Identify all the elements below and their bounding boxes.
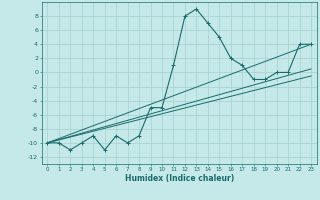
X-axis label: Humidex (Indice chaleur): Humidex (Indice chaleur) [124,174,234,183]
